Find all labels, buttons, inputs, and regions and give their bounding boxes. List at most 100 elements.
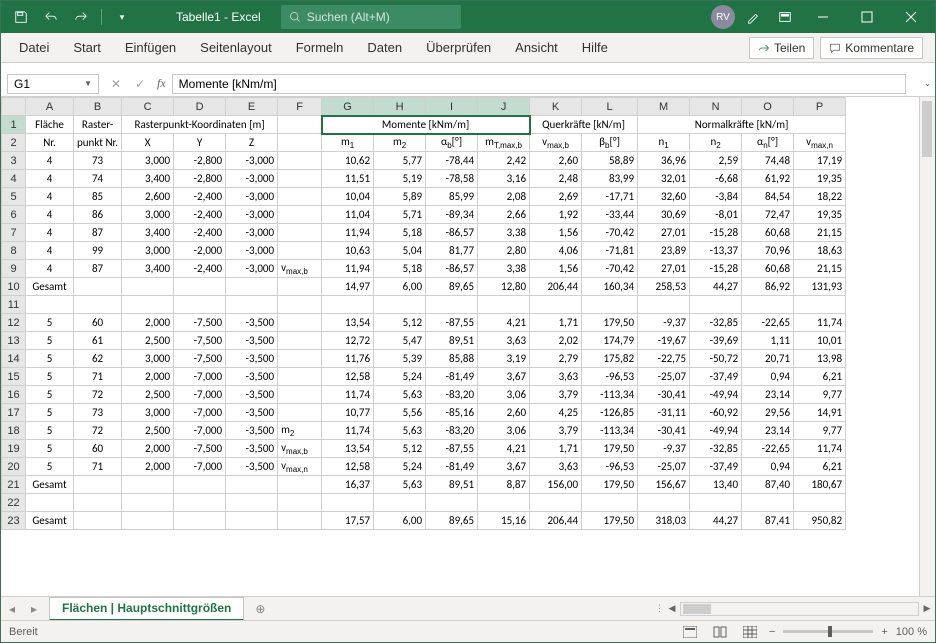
cell-M19[interactable]: -9,37: [638, 440, 690, 458]
cell-G22[interactable]: [322, 494, 374, 512]
cell-I22[interactable]: [426, 494, 478, 512]
cell-M10[interactable]: 258,53: [638, 278, 690, 296]
cell-G5[interactable]: 10,04: [322, 188, 374, 206]
cell-E2[interactable]: Z: [226, 134, 278, 152]
cell-D3[interactable]: -2,800: [174, 152, 226, 170]
cell-M16[interactable]: -30,41: [638, 386, 690, 404]
cell-L10[interactable]: 160,34: [582, 278, 638, 296]
row-head-10[interactable]: 10: [2, 278, 26, 296]
cell-I6[interactable]: -89,34: [426, 206, 478, 224]
cell-M17[interactable]: -31,11: [638, 404, 690, 422]
cell-J5[interactable]: 2,08: [478, 188, 530, 206]
row-head-1[interactable]: 1: [2, 116, 26, 134]
cell-E16[interactable]: -3,500: [226, 386, 278, 404]
cell-I15[interactable]: -81,49: [426, 368, 478, 386]
cell-M15[interactable]: -25,07: [638, 368, 690, 386]
cell-N12[interactable]: -32,85: [690, 314, 742, 332]
cell-P16[interactable]: 9,77: [794, 386, 846, 404]
cell-J2[interactable]: mT,max,b: [478, 134, 530, 152]
cell-B6[interactable]: 86: [74, 206, 122, 224]
cell-K15[interactable]: 3,63: [530, 368, 582, 386]
cell-G20[interactable]: 12,58: [322, 458, 374, 476]
col-head-M[interactable]: M: [638, 98, 690, 116]
share-button[interactable]: Teilen: [749, 37, 814, 59]
cell-F14[interactable]: [278, 350, 322, 368]
cell-C4[interactable]: 3,400: [122, 170, 174, 188]
col-head-N[interactable]: N: [690, 98, 742, 116]
cell-F6[interactable]: [278, 206, 322, 224]
col-head-H[interactable]: H: [374, 98, 426, 116]
cancel-formula-icon[interactable]: ✕: [105, 77, 127, 91]
cell-I23[interactable]: 89,65: [426, 512, 478, 530]
row-head-16[interactable]: 16: [2, 386, 26, 404]
cell-A19[interactable]: 5: [26, 440, 74, 458]
ribbon-tab-formeln[interactable]: Formeln: [284, 33, 356, 63]
ribbon-tab-seitenlayout[interactable]: Seitenlayout: [188, 33, 284, 63]
cell-F5[interactable]: [278, 188, 322, 206]
cell-E6[interactable]: -3,000: [226, 206, 278, 224]
cell-I21[interactable]: 89,51: [426, 476, 478, 494]
cell-F16[interactable]: [278, 386, 322, 404]
select-all-corner[interactable]: [2, 98, 26, 116]
cell-L19[interactable]: 179,50: [582, 440, 638, 458]
cell-N17[interactable]: -60,92: [690, 404, 742, 422]
cell-J21[interactable]: 8,87: [478, 476, 530, 494]
cell-E7[interactable]: -3,000: [226, 224, 278, 242]
cell-O15[interactable]: 0,94: [742, 368, 794, 386]
cell-F8[interactable]: [278, 242, 322, 260]
cell-P14[interactable]: 13,98: [794, 350, 846, 368]
minimize-button[interactable]: [803, 1, 843, 33]
cell-L23[interactable]: 179,50: [582, 512, 638, 530]
cell-N15[interactable]: -37,49: [690, 368, 742, 386]
cell-I20[interactable]: -81,49: [426, 458, 478, 476]
col-head-I[interactable]: I: [426, 98, 478, 116]
cell-L18[interactable]: -113,34: [582, 422, 638, 440]
col-head-E[interactable]: E: [226, 98, 278, 116]
cell-B15[interactable]: 71: [74, 368, 122, 386]
cell-B13[interactable]: 61: [74, 332, 122, 350]
cell-G12[interactable]: 13,54: [322, 314, 374, 332]
cell-D11[interactable]: [174, 296, 226, 314]
cell-E19[interactable]: -3,500: [226, 440, 278, 458]
cell-E9[interactable]: -3,000: [226, 260, 278, 278]
cell-A5[interactable]: 4: [26, 188, 74, 206]
cell-J10[interactable]: 12,80: [478, 278, 530, 296]
cell-M22[interactable]: [638, 494, 690, 512]
cell-B2[interactable]: punkt Nr.: [74, 134, 122, 152]
undo-icon[interactable]: [37, 3, 65, 31]
cell-D9[interactable]: -2,400: [174, 260, 226, 278]
cell-P10[interactable]: 131,93: [794, 278, 846, 296]
ribbon-tab-überprüfen[interactable]: Überprüfen: [414, 33, 503, 63]
cell-G17[interactable]: 10,77: [322, 404, 374, 422]
cell-J22[interactable]: [478, 494, 530, 512]
cell-E13[interactable]: -3,500: [226, 332, 278, 350]
col-head-G[interactable]: G: [322, 98, 374, 116]
cell-L13[interactable]: 174,79: [582, 332, 638, 350]
cell-P4[interactable]: 19,35: [794, 170, 846, 188]
cell-C2[interactable]: X: [122, 134, 174, 152]
cell-J8[interactable]: 2,80: [478, 242, 530, 260]
cell-C16[interactable]: 2,500: [122, 386, 174, 404]
cell-G15[interactable]: 12,58: [322, 368, 374, 386]
cell-E11[interactable]: [226, 296, 278, 314]
cell-D21[interactable]: [174, 476, 226, 494]
cell-J12[interactable]: 4,21: [478, 314, 530, 332]
draw-icon[interactable]: [739, 3, 767, 31]
cell-B16[interactable]: 72: [74, 386, 122, 404]
cell-P2[interactable]: vmax,n: [794, 134, 846, 152]
cell-K2[interactable]: vmax,b: [530, 134, 582, 152]
cell-J9[interactable]: 3,38: [478, 260, 530, 278]
cell-H6[interactable]: 5,71: [374, 206, 426, 224]
cell-N14[interactable]: -50,72: [690, 350, 742, 368]
cell-I17[interactable]: -85,16: [426, 404, 478, 422]
maximize-button[interactable]: [847, 1, 887, 33]
zoom-slider[interactable]: [783, 630, 873, 633]
cell-F13[interactable]: [278, 332, 322, 350]
cell-J4[interactable]: 3,16: [478, 170, 530, 188]
cell-O23[interactable]: 87,41: [742, 512, 794, 530]
cell-B20[interactable]: 71: [74, 458, 122, 476]
cell-C19[interactable]: 2,000: [122, 440, 174, 458]
cell-A23[interactable]: Gesamt: [26, 512, 74, 530]
cell-E3[interactable]: -3,000: [226, 152, 278, 170]
cell-O6[interactable]: 72,47: [742, 206, 794, 224]
